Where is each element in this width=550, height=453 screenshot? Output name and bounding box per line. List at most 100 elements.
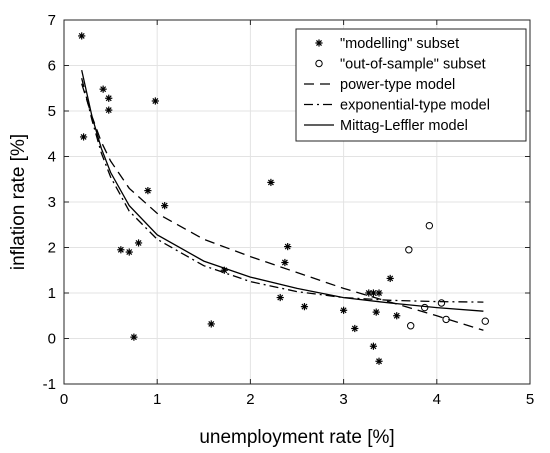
data-point — [78, 32, 86, 40]
data-point — [420, 303, 429, 312]
x-axis-label: unemployment rate [%] — [199, 427, 394, 448]
y-tick-label: 3 — [48, 194, 56, 211]
data-point — [407, 322, 415, 330]
legend-item: Mittag-Leffler model — [304, 118, 468, 134]
series-modelling-subset — [78, 32, 401, 365]
asterisk-stroke — [277, 294, 284, 301]
asterisk-stroke — [105, 107, 112, 114]
data-point — [267, 178, 275, 187]
y-tick-label: 2 — [48, 240, 56, 257]
series-mittag-leffler-model — [81, 69, 484, 312]
data-point — [365, 289, 373, 297]
asterisk-stroke — [281, 259, 288, 266]
data-point — [125, 248, 133, 256]
asterisk-stroke — [105, 95, 112, 102]
data-point — [405, 246, 413, 254]
legend-item: "modelling" subset — [315, 36, 459, 52]
asterisk-stroke — [351, 325, 358, 332]
x-tick-label: 0 — [60, 391, 68, 408]
asterisk-stroke — [144, 187, 151, 194]
data-point — [351, 324, 359, 333]
y-tick-label: 7 — [48, 12, 56, 29]
data-point — [151, 97, 159, 105]
asterisk-stroke — [152, 98, 159, 104]
data-point — [372, 308, 380, 316]
asterisk-stroke — [370, 343, 377, 350]
x-tick-label: 5 — [526, 391, 534, 408]
data-point — [340, 306, 348, 314]
legend-box — [295, 28, 527, 142]
data-point — [369, 342, 378, 350]
asterisk-stroke — [393, 312, 400, 319]
y-tick-label: 4 — [48, 149, 56, 166]
series-exponential-type-model — [81, 78, 484, 303]
x-tick-label: 3 — [339, 391, 347, 408]
data-point — [369, 289, 378, 297]
asterisk-stroke — [365, 290, 372, 296]
series-line — [81, 83, 484, 331]
asterisk-stroke — [376, 358, 382, 365]
data-point — [134, 239, 143, 247]
data-point — [375, 289, 383, 297]
y-tick-label: 5 — [48, 103, 56, 120]
y-tick-label: -1 — [43, 376, 56, 393]
data-point — [161, 202, 169, 210]
asterisk-stroke — [80, 133, 87, 140]
asterisk-stroke — [208, 320, 215, 327]
series-power-type-model — [81, 83, 484, 331]
asterisk-stroke — [161, 202, 168, 209]
data-point — [99, 85, 107, 93]
legend-item: "out-of-sample" subset — [315, 57, 486, 73]
data-point — [425, 221, 434, 230]
series-out-of-sample-subset — [405, 221, 489, 330]
asterisk-stroke — [373, 309, 380, 316]
asterisk-stroke — [301, 303, 308, 310]
legend-label: exponential-type model — [340, 98, 490, 114]
data-point — [437, 299, 446, 307]
asterisk-stroke — [78, 32, 85, 39]
ticks — [63, 19, 531, 385]
data-point — [481, 317, 489, 325]
asterisk-stroke — [267, 179, 274, 186]
series-line — [81, 78, 484, 303]
data-point — [117, 246, 125, 254]
data-point — [276, 293, 284, 302]
asterisk-stroke — [340, 307, 347, 314]
asterisk-stroke — [370, 290, 377, 296]
asterisk-stroke — [126, 249, 133, 256]
legend-item: power-type model — [304, 77, 455, 93]
data-point — [281, 258, 289, 267]
data-point — [79, 133, 88, 141]
data-point — [207, 320, 215, 328]
y-axis-label: inflation rate [%] — [8, 134, 29, 270]
data-point — [105, 94, 113, 102]
series-layer — [78, 32, 489, 365]
data-point — [375, 357, 383, 365]
asterisk-stroke — [100, 86, 107, 93]
asterisk-stroke — [376, 290, 382, 296]
legend-label: "out-of-sample" subset — [340, 57, 486, 73]
data-point — [386, 274, 394, 283]
data-point — [144, 187, 152, 195]
legend-label: Mittag-Leffler model — [340, 118, 468, 134]
legend-label: power-type model — [340, 77, 455, 93]
asterisk-stroke — [316, 40, 322, 46]
data-point — [130, 333, 138, 341]
legend-swatch — [315, 39, 323, 47]
asterisk-stroke — [130, 334, 137, 341]
x-tick-label: 1 — [153, 391, 161, 408]
legend-swatch — [315, 59, 323, 68]
x-tick-label: 2 — [246, 391, 254, 408]
asterisk-stroke — [117, 246, 124, 253]
asterisk-stroke — [387, 275, 394, 282]
x-tick-label: 4 — [433, 391, 441, 408]
data-point — [105, 106, 113, 114]
legend: "modelling" subset "out-of-sample" subset… — [295, 28, 527, 142]
series-line — [81, 69, 484, 312]
data-point — [393, 312, 401, 320]
y-tick-label: 0 — [48, 331, 56, 348]
legend-label: "modelling" subset — [340, 36, 459, 52]
y-tick-label: 1 — [48, 285, 56, 302]
